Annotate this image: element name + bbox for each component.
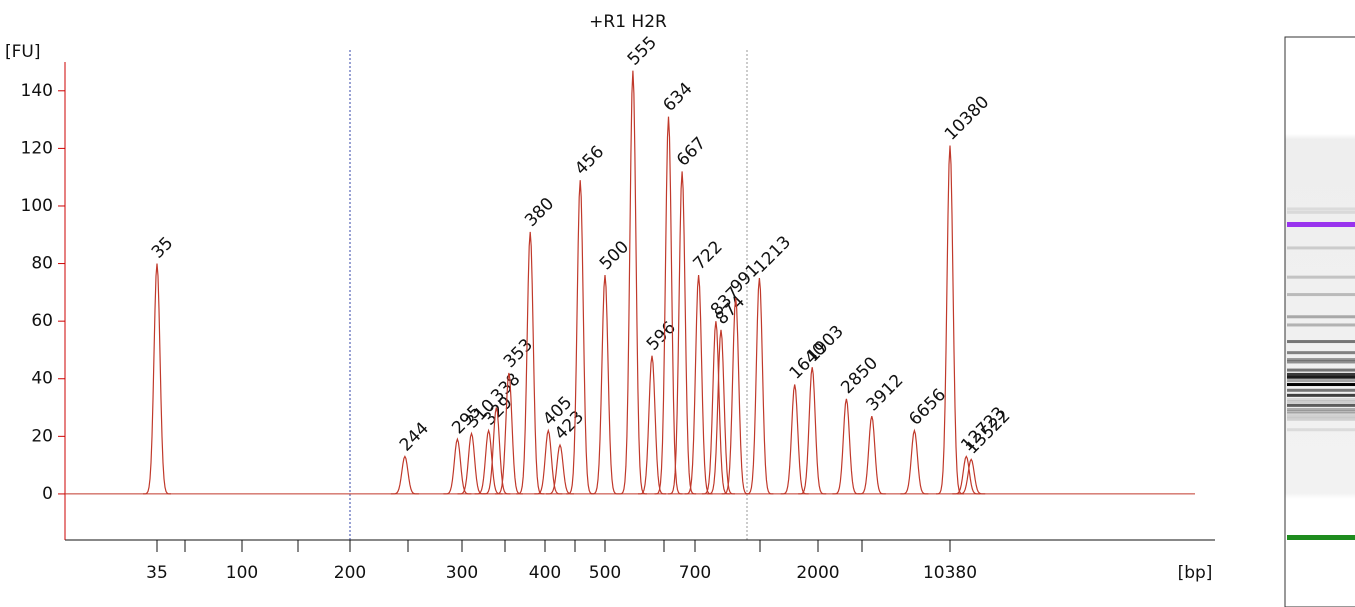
peak xyxy=(618,70,647,495)
peak xyxy=(745,277,774,495)
y-tick-label: 100 xyxy=(21,196,53,216)
peak xyxy=(457,431,486,495)
y-tick-label: 40 xyxy=(31,369,53,389)
gel-band xyxy=(1287,393,1355,397)
peak-label: 380 xyxy=(521,194,558,231)
x-tick-label: 300 xyxy=(446,563,478,583)
gel-band xyxy=(1287,379,1355,383)
x-tick-label: 400 xyxy=(529,563,561,583)
x-axis-label: [bp] xyxy=(1178,563,1213,583)
y-tick-label: 60 xyxy=(31,311,53,331)
y-tick-label: 0 xyxy=(42,484,53,504)
peak xyxy=(566,180,595,495)
gel-band xyxy=(1287,428,1355,432)
chart-title: +R1 H2R xyxy=(589,12,667,32)
gel-band xyxy=(1287,351,1355,355)
gel-band xyxy=(1287,340,1355,344)
gel-band xyxy=(1287,222,1355,227)
peak xyxy=(707,329,735,495)
peak-label: 1213 xyxy=(750,232,795,277)
peak xyxy=(443,437,472,495)
peak xyxy=(474,428,503,495)
peak-label: 667 xyxy=(673,133,710,170)
gel-band xyxy=(1287,411,1355,415)
gel-band xyxy=(1287,407,1355,411)
peak-label: 555 xyxy=(624,33,661,70)
gel-band xyxy=(1287,375,1355,379)
gel-band xyxy=(1287,417,1355,421)
gel-band xyxy=(1287,246,1355,250)
gel-band xyxy=(1287,323,1355,327)
peak-label: 6656 xyxy=(905,385,950,430)
x-tick-label: 10380 xyxy=(923,563,977,583)
gel-band xyxy=(1287,400,1355,404)
peak-label: 596 xyxy=(643,318,680,355)
gel-band xyxy=(1287,410,1355,414)
peak-label: 722 xyxy=(690,237,727,274)
y-axis-label: [FU] xyxy=(5,42,41,62)
peak xyxy=(654,116,683,495)
peak xyxy=(390,455,419,495)
peak xyxy=(591,275,619,495)
gel-band xyxy=(1287,372,1355,376)
peak-label: 500 xyxy=(596,237,633,274)
x-tick-label: 2000 xyxy=(796,563,839,583)
peak xyxy=(668,171,697,495)
gel-band xyxy=(1287,210,1355,214)
gel-band xyxy=(1287,368,1355,372)
x-tick-label: 700 xyxy=(679,563,711,583)
peak xyxy=(900,428,929,495)
peak xyxy=(832,398,861,495)
peak xyxy=(857,416,886,495)
peak xyxy=(684,275,713,495)
peak-label: 353 xyxy=(500,335,537,372)
peak xyxy=(638,355,666,495)
peak-label: 10380 xyxy=(941,92,993,144)
peak xyxy=(798,367,827,495)
peak xyxy=(482,407,511,495)
gel-band xyxy=(1287,535,1355,540)
peak xyxy=(494,372,523,495)
minor-ticks xyxy=(184,540,863,552)
gel-band xyxy=(1287,403,1355,407)
gel-band xyxy=(1287,275,1355,279)
gel-band xyxy=(1287,415,1355,419)
gel-band xyxy=(1287,388,1355,392)
peak xyxy=(546,443,574,495)
y-tick-label: 120 xyxy=(21,138,53,158)
peak-label: 244 xyxy=(396,418,433,455)
peak xyxy=(780,384,809,495)
peak xyxy=(516,231,545,495)
peak xyxy=(143,263,171,495)
peak xyxy=(721,298,750,495)
x-tick-label: 500 xyxy=(589,563,621,583)
peak-label: 634 xyxy=(659,79,696,116)
gel-band xyxy=(1287,358,1355,362)
peak-label: 456 xyxy=(571,142,608,179)
peak xyxy=(957,458,986,495)
gel-band xyxy=(1287,293,1355,297)
peak xyxy=(952,455,981,495)
y-tick-label: 140 xyxy=(21,81,53,101)
x-tick-label: 100 xyxy=(226,563,258,583)
gel-band xyxy=(1287,397,1355,401)
peak xyxy=(701,321,730,495)
y-tick-label: 20 xyxy=(31,426,53,446)
gel-band xyxy=(1287,360,1355,364)
peak xyxy=(534,428,563,495)
x-tick-label: 200 xyxy=(334,563,366,583)
gel-lane xyxy=(1284,36,1355,607)
peak-label: 35 xyxy=(148,233,177,262)
gel-band xyxy=(1287,315,1355,319)
gel-band xyxy=(1287,207,1355,211)
x-tick-label: 35 xyxy=(146,563,168,583)
gel-band xyxy=(1287,383,1355,387)
y-tick-label: 80 xyxy=(31,254,53,274)
